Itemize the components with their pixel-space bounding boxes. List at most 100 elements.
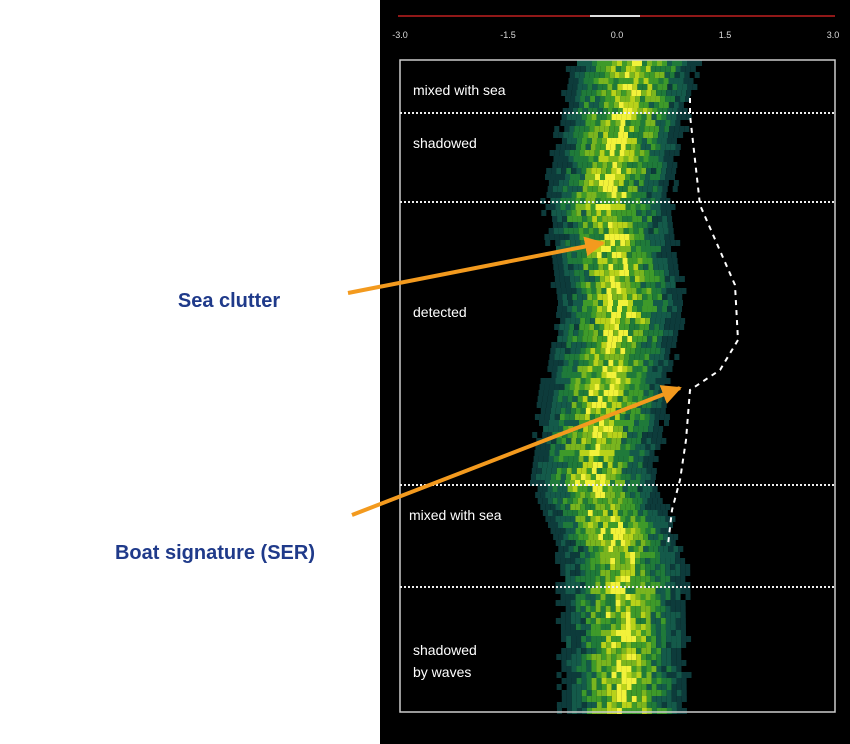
heat-cell [566,144,571,150]
heat-cell [585,384,590,390]
heat-cell [582,114,587,120]
heat-cell [651,540,656,546]
heat-cell [582,138,587,144]
heat-cell [671,342,676,348]
heat-cell [642,60,647,66]
heat-cell [587,702,592,708]
heat-cell [636,636,641,642]
heat-cell [624,420,629,426]
heat-cell [663,330,668,336]
heat-cell [652,162,657,168]
heat-cell [621,66,626,72]
heat-cell [666,90,671,96]
heat-cell [670,570,675,576]
heat-cell [658,222,663,228]
heat-cell [648,462,653,468]
heat-cell [586,654,591,660]
heat-cell [565,588,570,594]
heat-cell [641,624,646,630]
heat-cell [570,504,575,510]
heat-cell [665,588,670,594]
heat-cell [563,510,568,516]
heat-cell [551,168,556,174]
heat-cell [586,288,591,294]
heat-cell [612,690,617,696]
heat-cell [571,312,576,318]
heat-cell [587,678,592,684]
heat-cell [613,300,618,306]
heat-cell [555,174,560,180]
heat-cell [625,318,630,324]
heat-cell [625,558,630,564]
heat-cell [594,102,599,108]
heat-cell [662,366,667,372]
heat-cell [661,540,666,546]
heat-cell [602,696,607,702]
heat-cell [534,456,539,462]
heat-cell [595,516,600,522]
heat-cell [560,552,565,558]
heat-cell [536,474,541,480]
heat-cell [568,258,573,264]
heat-cell [581,378,586,384]
heat-cell [602,366,607,372]
heat-cell [653,156,658,162]
heat-cell [631,648,636,654]
heat-cell [564,270,569,276]
heat-cell [650,318,655,324]
heat-cell [593,510,598,516]
heat-cell [638,498,643,504]
heat-cell [603,486,608,492]
heat-cell [681,618,686,624]
heat-cell [635,150,640,156]
heat-cell [631,624,636,630]
heat-cell [545,444,550,450]
heat-cell [600,504,605,510]
heat-cell [609,354,614,360]
heat-cell [667,336,672,342]
heat-cell [564,228,569,234]
heat-cell [620,414,625,420]
heat-cell [621,144,626,150]
heat-cell [618,156,623,162]
heat-cell [662,402,667,408]
heat-cell [627,114,632,120]
heat-cell [651,144,656,150]
heat-cell [574,456,579,462]
heat-cell [628,258,633,264]
heat-cell [571,372,576,378]
heat-cell [618,486,623,492]
heat-cell [571,342,576,348]
heat-cell [623,258,628,264]
heat-cell [554,180,559,186]
heat-cell [563,264,568,270]
heat-cell [603,498,608,504]
heat-cell [620,576,625,582]
heat-cell [592,696,597,702]
heat-cell [585,276,590,282]
heat-cell [668,258,673,264]
heat-cell [606,282,611,288]
heat-cell [649,420,654,426]
heat-cell [595,348,600,354]
heat-cell [637,138,642,144]
heat-cell [671,204,676,210]
heat-cell [680,318,685,324]
heat-cell [572,336,577,342]
heat-cell [662,216,667,222]
heat-cell [571,612,576,618]
heat-cell [610,570,615,576]
heat-cell [650,384,655,390]
heat-cell [657,690,662,696]
heat-cell [595,564,600,570]
heat-cell [562,690,567,696]
heat-cell [681,606,686,612]
heat-cell [660,564,665,570]
heat-cell [576,168,581,174]
heat-cell [540,504,545,510]
heat-cell [640,558,645,564]
heat-cell [635,240,640,246]
heat-cell [643,156,648,162]
heat-cell [666,654,671,660]
heat-cell [582,336,587,342]
